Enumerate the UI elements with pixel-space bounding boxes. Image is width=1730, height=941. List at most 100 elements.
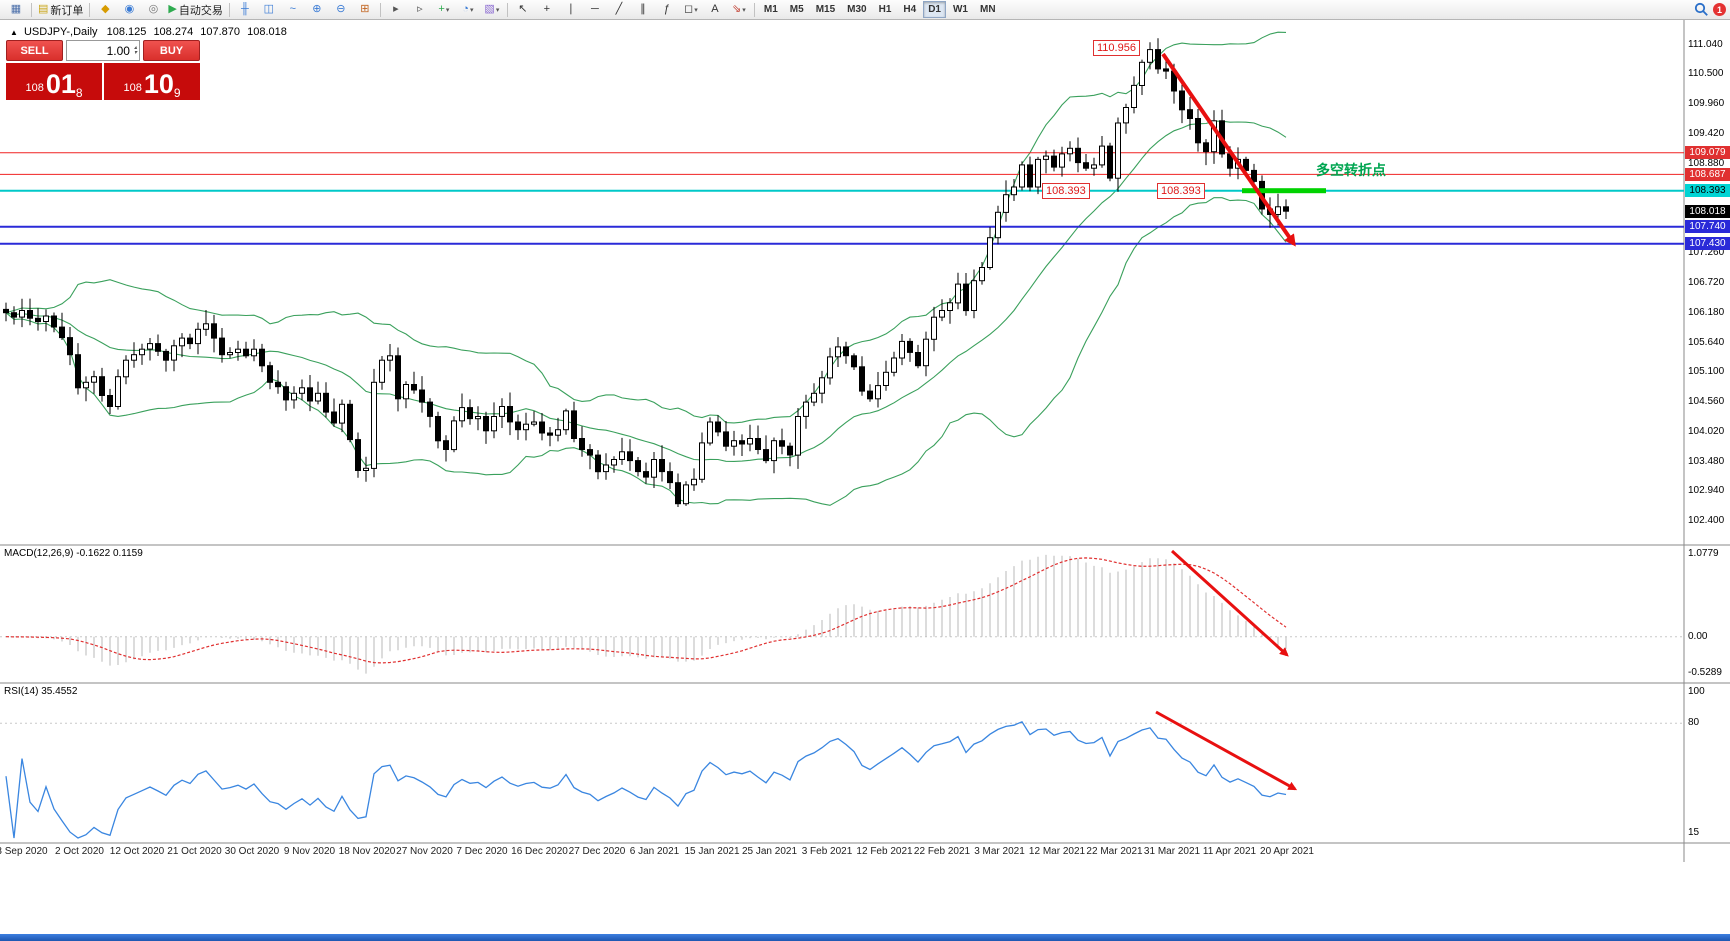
- notification-badge[interactable]: 1: [1713, 3, 1726, 16]
- date-tick: 30 Oct 2020: [224, 846, 280, 857]
- toolbar-separator: [506, 2, 508, 17]
- toolbar-separator: [89, 2, 91, 17]
- templates-glyph: ▧: [484, 3, 495, 15]
- autotrade-icon[interactable]: ▶ 自动交易: [165, 0, 225, 19]
- sell-price[interactable]: 108 01 8: [6, 63, 102, 100]
- tile-windows-icon[interactable]: ⊞: [353, 0, 377, 19]
- volume-value: 1.00: [106, 43, 130, 58]
- indicators-icon[interactable]: + ▾: [432, 0, 456, 19]
- date-tick: 18 Nov 2020: [338, 846, 396, 857]
- timeframe-d1[interactable]: D1: [923, 1, 946, 18]
- crosshair-icon[interactable]: +: [535, 0, 559, 19]
- market-icon[interactable]: ◆: [93, 0, 117, 19]
- toolbar-separator: [379, 2, 381, 17]
- new-order-label: 新订单: [50, 4, 84, 17]
- equidistant-channel-glyph: ∥: [640, 3, 646, 15]
- high-price-label[interactable]: 110.956: [1093, 40, 1140, 56]
- date-tick: 12 Feb 2021: [856, 846, 913, 857]
- signals-icon[interactable]: ◉: [117, 0, 141, 19]
- horizontal-line-icon[interactable]: ─: [583, 0, 607, 19]
- volume-spinner[interactable]: ▴ ▾: [133, 44, 137, 56]
- price-tick: 110.500: [1688, 68, 1724, 80]
- date-tick: 7 Dec 2020: [456, 846, 508, 857]
- symbol-timeframe: USDJPY-,Daily: [23, 26, 98, 38]
- rsi-label: RSI(14) 35.4552: [4, 686, 78, 697]
- zoom-in-icon[interactable]: ⊕: [305, 0, 329, 19]
- text-icon[interactable]: A: [703, 0, 727, 19]
- main-chart-pane[interactable]: [0, 22, 1684, 545]
- toolbar-separator: [228, 2, 230, 17]
- fibonacci-glyph: ƒ: [663, 3, 670, 15]
- community-icon[interactable]: ◎: [141, 0, 165, 19]
- sell-button[interactable]: SELL: [6, 40, 63, 61]
- price-tick: 106.720: [1688, 276, 1725, 288]
- trend-arrow-rsi[interactable]: [1155, 710, 1298, 791]
- line-chart-mode-icon[interactable]: ~: [281, 0, 305, 19]
- rsi-tick-max: 100: [1688, 686, 1705, 697]
- autotrade-glyph: ▶: [168, 3, 177, 15]
- indicators-glyph: +: [438, 3, 445, 15]
- zoom-out-icon[interactable]: ⊖: [329, 0, 353, 19]
- macd-tick-max: 1.0779: [1688, 548, 1719, 559]
- level-price-label-2[interactable]: 108.393: [1157, 183, 1205, 199]
- date-tick: 12 Oct 2020: [109, 846, 165, 857]
- timeframe-m1[interactable]: M1: [763, 4, 778, 15]
- date-tick: 22 Feb 2021: [913, 846, 971, 857]
- trend-arrow-macd[interactable]: [1170, 549, 1289, 657]
- candlestick-mode-icon[interactable]: ◫: [257, 0, 281, 19]
- ohlc-high: 108.274: [153, 26, 194, 38]
- fibonacci-icon[interactable]: ƒ: [655, 0, 679, 19]
- direction-icon: ▲: [10, 28, 18, 37]
- timeframe-h4[interactable]: H4: [903, 4, 917, 15]
- price-tick: 102.940: [1688, 485, 1725, 497]
- chart-shift-icon[interactable]: ▹: [408, 0, 432, 19]
- buy-price[interactable]: 108 10 9: [104, 63, 200, 100]
- rsi-pane[interactable]: [0, 683, 1684, 843]
- date-tick: 16 Dec 2020: [511, 846, 568, 857]
- vertical-line-icon[interactable]: ∣: [559, 0, 583, 19]
- shapes-icon[interactable]: ◻ ▾: [679, 0, 703, 19]
- auto-scroll-icon[interactable]: ▸: [384, 0, 408, 19]
- cursor-icon[interactable]: ↖: [511, 0, 535, 19]
- price-level-badge: 107.430: [1685, 237, 1730, 251]
- date-tick: 31 Mar 2021: [1143, 846, 1201, 857]
- buy-price-prefix: 108: [123, 82, 142, 94]
- periods-icon[interactable]: ◔ ▾: [456, 0, 480, 19]
- bar-chart-mode-icon[interactable]: ╫: [233, 0, 257, 19]
- new-chart-glyph: ▦: [10, 3, 22, 15]
- price-tick: 109.420: [1688, 127, 1725, 139]
- rsi-tick-level: 80: [1688, 717, 1700, 729]
- timeframe-m5[interactable]: M5: [789, 4, 804, 15]
- search-icon[interactable]: [1694, 2, 1709, 17]
- equidistant-channel-icon[interactable]: ∥: [631, 0, 655, 19]
- sell-price-prefix: 108: [25, 82, 44, 94]
- timeframe-m30[interactable]: M30: [847, 4, 867, 15]
- buy-button[interactable]: BUY: [143, 40, 200, 61]
- ohlc-close: 108.018: [247, 26, 287, 38]
- templates-icon[interactable]: ▧ ▾: [480, 0, 504, 19]
- price-tick: 104.020: [1688, 425, 1725, 437]
- date-tick: 9 Nov 2020: [283, 846, 336, 857]
- chart-shift-glyph: ▹: [417, 3, 423, 15]
- price-tick: 109.960: [1688, 98, 1725, 110]
- new-chart-icon[interactable]: ▦: [4, 0, 28, 19]
- timeframe-h1[interactable]: H1: [878, 4, 892, 15]
- new-order-icon[interactable]: ▤ 新订单: [35, 0, 86, 19]
- timeframe-m15[interactable]: M15: [815, 4, 836, 15]
- trend-arrow-main[interactable]: [1161, 52, 1296, 247]
- price-tick: 111.040: [1688, 38, 1723, 50]
- trendline-icon[interactable]: ╱: [607, 0, 631, 19]
- arrows-icon[interactable]: ⇘ ▾: [727, 0, 751, 19]
- one-click-trading-panel: SELL 1.00 ▴ ▾ BUY 108 01 8 108 10 9: [6, 40, 200, 100]
- signals-glyph: ◉: [124, 3, 135, 15]
- ohlc-open: 108.125: [106, 26, 147, 38]
- volume-field[interactable]: 1.00 ▴ ▾: [66, 40, 140, 61]
- level-price-label-1[interactable]: 108.393: [1042, 183, 1090, 199]
- date-tick: 6 Jan 2021: [629, 846, 680, 857]
- turning-point-text[interactable]: 多空转折点: [1316, 162, 1386, 178]
- macd-pane[interactable]: [0, 545, 1684, 683]
- timeframe-mn[interactable]: MN: [979, 4, 996, 15]
- timeframe-w1[interactable]: W1: [952, 4, 968, 15]
- date-tick: 11 Apr 2021: [1202, 846, 1257, 857]
